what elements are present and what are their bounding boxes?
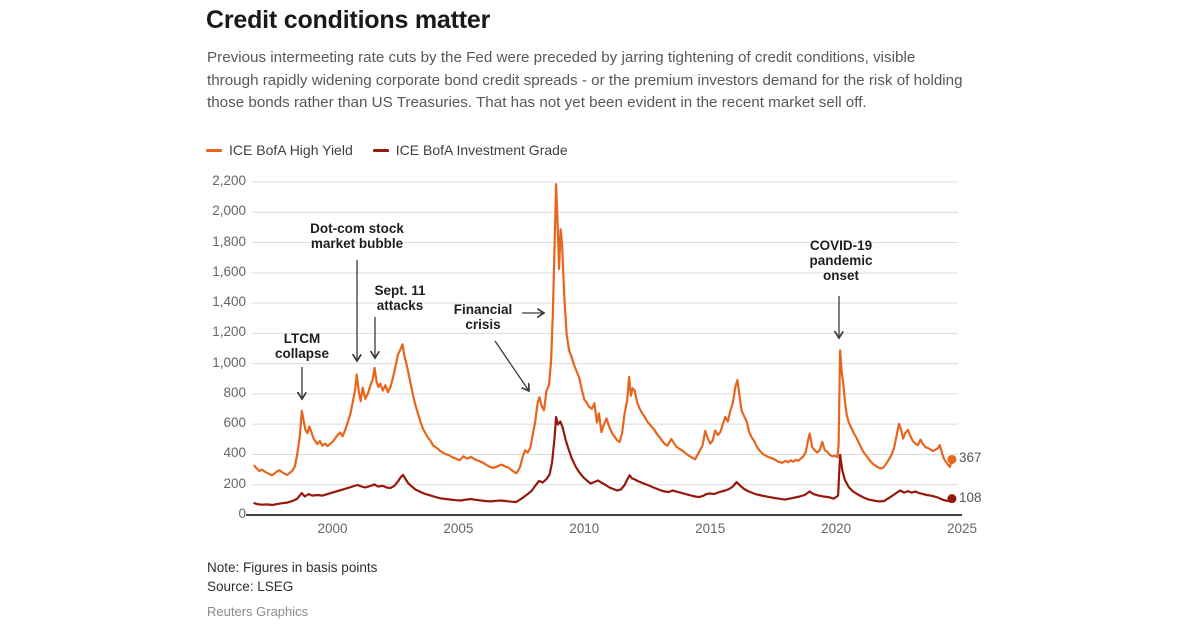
chart-source: Source: LSEG	[207, 579, 294, 594]
series-lines	[253, 183, 957, 507]
x-axis-tick-2005: 2005	[443, 521, 474, 536]
chart-subtitle: Previous intermeeting rate cuts by the F…	[207, 49, 963, 111]
y-axis-tick-1,800: 1,800	[212, 233, 246, 249]
x-axis-tick-2010: 2010	[569, 521, 600, 536]
y-axis-tick-1,600: 1,600	[212, 263, 246, 279]
annotation-covid-onset: COVID-19 pandemic onset	[809, 238, 873, 283]
x-axis-tick-2025: 2025	[946, 521, 978, 536]
high-yield-end-value: 367	[959, 450, 982, 466]
x-axis-tick-2020: 2020	[821, 521, 852, 536]
y-axis-tick-0: 0	[238, 506, 246, 521]
y-axis-tick-2,200: 2,200	[212, 173, 246, 188]
annotation-arrows	[302, 260, 839, 399]
legend: ICE BofA High Yield ICE BofA Investment …	[206, 142, 568, 158]
legend-item-high-yield: ICE BofA High Yield	[206, 142, 353, 158]
y-axis-tick-1,200: 1,200	[212, 324, 246, 340]
y-axis-tick-1,400: 1,400	[212, 294, 246, 310]
annotation-financial-crisis: Financial crisis	[453, 302, 513, 332]
investment-grade-line-swatch	[372, 148, 389, 152]
y-axis-tick-400: 400	[223, 445, 246, 461]
legend-item-investment-grade: ICE BofA Investment Grade	[372, 142, 568, 158]
legend-label-high-yield: ICE BofA High Yield	[229, 142, 353, 158]
page-title: Credit conditions matter	[206, 6, 491, 34]
y-axis-tick-800: 800	[223, 384, 246, 400]
x-axis-tick-2015: 2015	[695, 521, 726, 536]
y-axis-tick-1,000: 1,000	[212, 354, 246, 370]
x-axis-tick-2000: 2000	[317, 521, 348, 536]
legend-label-investment-grade: ICE BofA Investment Grade	[395, 142, 568, 158]
y-axis-tick-600: 600	[223, 415, 246, 431]
annotation-sept-11-attacks: Sept. 11 attacks	[374, 283, 426, 313]
y-axis-tick-2,000: 2,000	[212, 203, 246, 219]
reuters-graphics-credit: Reuters Graphics	[207, 604, 309, 619]
annotation-dotcom-bubble: Dot-com stock market bubble	[310, 221, 404, 251]
high-yield-line-swatch	[206, 148, 222, 152]
investment-grade-end-value: 108	[959, 489, 982, 505]
annotation-ltcm-collapse: LTCM collapse	[274, 331, 330, 361]
chart-note: Note: Figures in basis points	[207, 560, 378, 575]
y-axis-tick-200: 200	[223, 475, 246, 491]
